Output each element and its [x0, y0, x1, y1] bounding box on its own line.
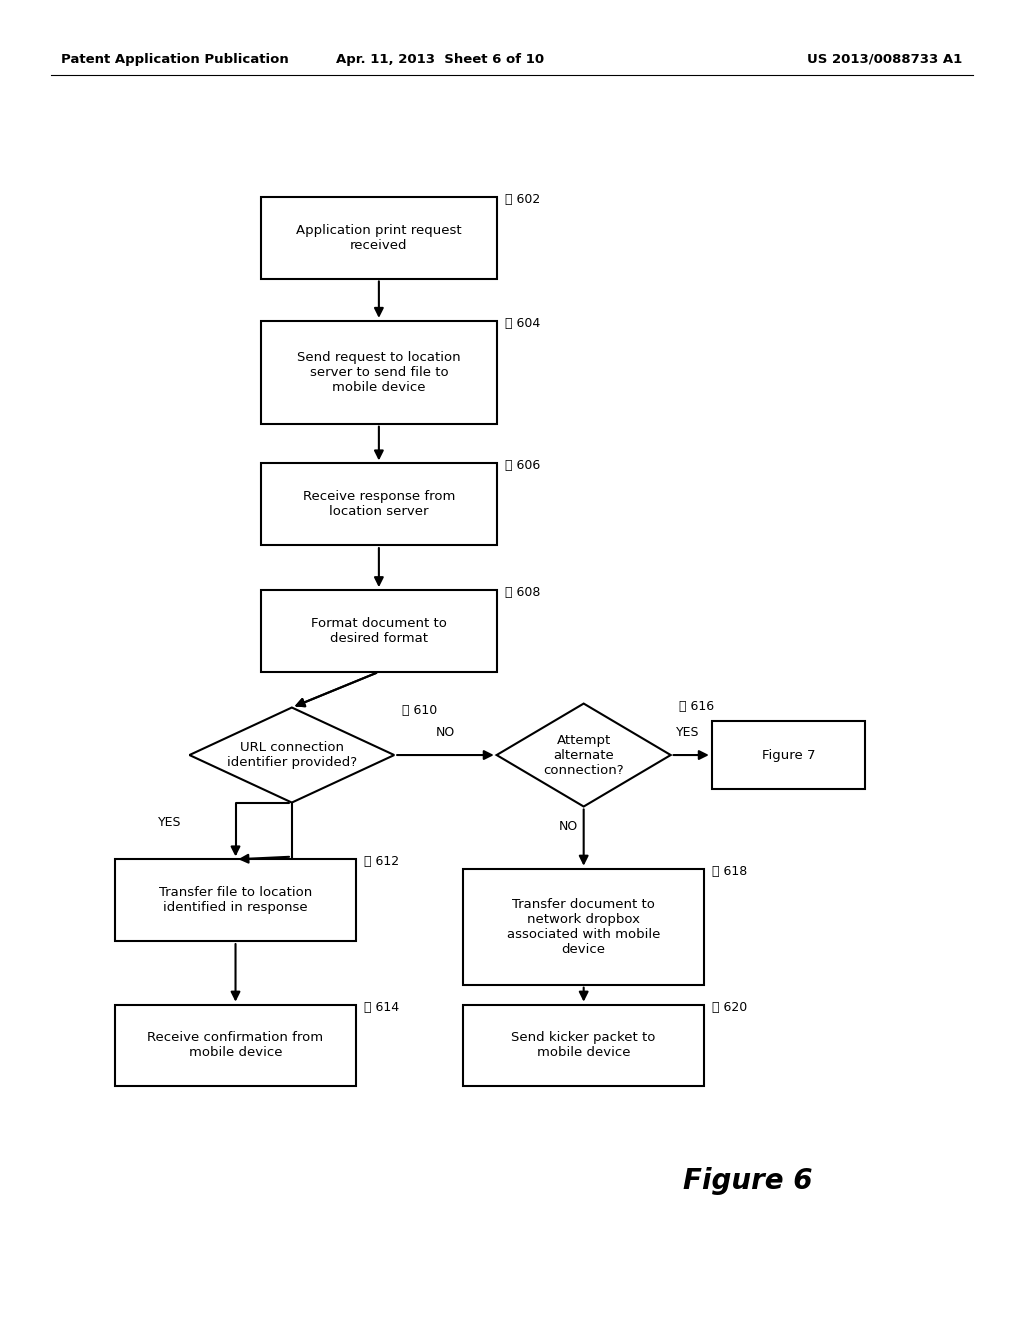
Text: Transfer document to
network dropbox
associated with mobile
device: Transfer document to network dropbox ass…	[507, 898, 660, 956]
Text: ⸏ 602: ⸏ 602	[505, 193, 540, 206]
Text: Figure 6: Figure 6	[683, 1167, 812, 1196]
FancyBboxPatch shape	[712, 721, 865, 789]
Text: Receive response from
location server: Receive response from location server	[303, 490, 455, 519]
Polygon shape	[189, 708, 394, 803]
Text: Receive confirmation from
mobile device: Receive confirmation from mobile device	[147, 1031, 324, 1060]
Text: ⸏ 608: ⸏ 608	[505, 586, 541, 599]
Text: ⸏ 616: ⸏ 616	[679, 700, 714, 713]
Polygon shape	[497, 704, 671, 807]
FancyBboxPatch shape	[116, 1005, 356, 1086]
Text: ⸏ 620: ⸏ 620	[713, 1001, 748, 1014]
Text: Transfer file to location
identified in response: Transfer file to location identified in …	[159, 886, 312, 915]
FancyBboxPatch shape	[463, 1005, 705, 1086]
Text: Send kicker packet to
mobile device: Send kicker packet to mobile device	[512, 1031, 655, 1060]
FancyBboxPatch shape	[261, 590, 497, 672]
Text: ⸏ 610: ⸏ 610	[402, 704, 437, 717]
Text: NO: NO	[559, 820, 578, 833]
Text: YES: YES	[158, 816, 181, 829]
Text: Attempt
alternate
connection?: Attempt alternate connection?	[544, 734, 624, 776]
Text: US 2013/0088733 A1: US 2013/0088733 A1	[807, 53, 963, 66]
Text: Apr. 11, 2013  Sheet 6 of 10: Apr. 11, 2013 Sheet 6 of 10	[336, 53, 545, 66]
FancyBboxPatch shape	[116, 859, 356, 941]
FancyBboxPatch shape	[261, 197, 497, 279]
Text: ⸏ 606: ⸏ 606	[505, 459, 540, 473]
Text: YES: YES	[676, 726, 699, 739]
FancyBboxPatch shape	[261, 321, 497, 424]
Text: Application print request
received: Application print request received	[296, 223, 462, 252]
Text: NO: NO	[436, 726, 455, 739]
Text: Format document to
desired format: Format document to desired format	[311, 616, 446, 645]
Text: Send request to location
server to send file to
mobile device: Send request to location server to send …	[297, 351, 461, 393]
FancyBboxPatch shape	[463, 869, 705, 985]
Text: ⸏ 604: ⸏ 604	[505, 317, 540, 330]
Text: ⸏ 618: ⸏ 618	[713, 865, 748, 878]
FancyBboxPatch shape	[261, 463, 497, 545]
Text: Figure 7: Figure 7	[762, 748, 815, 762]
Text: ⸏ 612: ⸏ 612	[365, 855, 399, 869]
Text: URL connection
identifier provided?: URL connection identifier provided?	[226, 741, 357, 770]
Text: Patent Application Publication: Patent Application Publication	[61, 53, 289, 66]
Text: ⸏ 614: ⸏ 614	[365, 1001, 399, 1014]
